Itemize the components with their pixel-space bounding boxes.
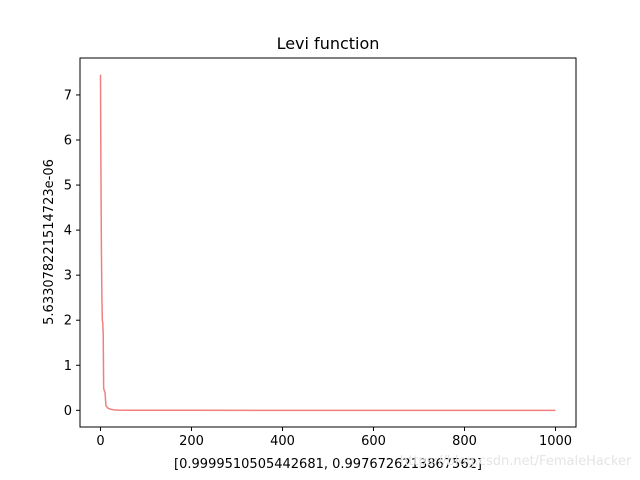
y-tick-label: 0 <box>64 404 72 419</box>
x-tick-label: 400 <box>270 434 295 449</box>
watermark: https://blog.csdn.net/FemaleHacker <box>400 454 632 469</box>
x-tick-label: 200 <box>179 434 204 449</box>
y-tick-label: 4 <box>64 224 72 239</box>
y-tick-label: 7 <box>64 88 72 103</box>
x-tick-label: 0 <box>96 434 104 449</box>
y-tick-label: 5 <box>64 179 72 194</box>
x-tick-label: 600 <box>361 434 386 449</box>
chart-title: Levi function <box>277 34 380 53</box>
y-tick-label: 3 <box>64 269 72 284</box>
x-tick-label: 800 <box>452 434 477 449</box>
series-line-1 <box>99 74 556 412</box>
y-tick-label: 6 <box>64 134 72 149</box>
x-tick-label: 1000 <box>539 434 572 449</box>
x-axis: 0 200 400 600 800 1000 <box>96 427 572 449</box>
plot-area <box>99 74 556 412</box>
y-axis-label: 5.633078221514723e-06 <box>42 159 57 325</box>
y-tick-label: 1 <box>64 359 72 374</box>
x-axis-label: [0.9999510505442681, 0.9976726213867562] <box>174 457 482 472</box>
y-axis: 0 1 2 3 4 5 6 7 <box>64 88 80 419</box>
axes-frame <box>79 57 577 428</box>
y-tick-label: 2 <box>64 314 72 329</box>
